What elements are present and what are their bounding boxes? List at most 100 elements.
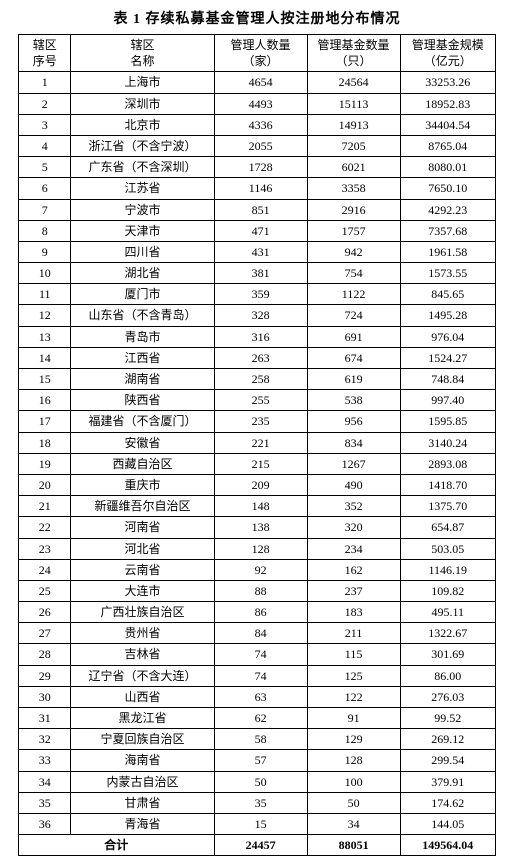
cell-aum: 7357.68 (400, 220, 495, 241)
cell-aum: 379.91 (400, 771, 495, 792)
cell-aum: 1418.70 (400, 474, 495, 495)
table-row: 36青海省1534144.05 (19, 813, 496, 834)
cell-funds: 942 (307, 241, 400, 262)
table-row: 11厦门市3591122845.65 (19, 284, 496, 305)
table-row: 35甘肃省3550174.62 (19, 792, 496, 813)
cell-managers: 851 (214, 199, 307, 220)
cell-funds: 122 (307, 686, 400, 707)
cell-seq: 10 (19, 263, 71, 284)
cell-name: 浙江省（不含宁波） (71, 135, 214, 156)
cell-funds: 34 (307, 813, 400, 834)
cell-managers: 2055 (214, 135, 307, 156)
cell-funds: 1267 (307, 453, 400, 474)
table-row: 17福建省（不含厦门）2359561595.85 (19, 411, 496, 432)
cell-name: 甘肃省 (71, 792, 214, 813)
cell-aum: 997.40 (400, 390, 495, 411)
cell-funds: 24564 (307, 72, 400, 93)
cell-name: 青岛市 (71, 326, 214, 347)
cell-name: 宁夏回族自治区 (71, 729, 214, 750)
cell-name: 北京市 (71, 114, 214, 135)
table-row: 14江西省2636741524.27 (19, 347, 496, 368)
table-row: 25大连市88237109.82 (19, 580, 496, 601)
table-row: 30山西省63122276.03 (19, 686, 496, 707)
cell-seq: 27 (19, 623, 71, 644)
cell-managers: 209 (214, 474, 307, 495)
cell-aum: 1375.70 (400, 496, 495, 517)
cell-managers: 86 (214, 602, 307, 623)
cell-aum: 276.03 (400, 686, 495, 707)
cell-managers: 138 (214, 517, 307, 538)
cell-funds: 490 (307, 474, 400, 495)
cell-funds: 128 (307, 750, 400, 771)
cell-managers: 235 (214, 411, 307, 432)
cell-aum: 976.04 (400, 326, 495, 347)
cell-funds: 956 (307, 411, 400, 432)
cell-seq: 24 (19, 559, 71, 580)
cell-aum: 301.69 (400, 644, 495, 665)
cell-funds: 3358 (307, 178, 400, 199)
cell-managers: 4654 (214, 72, 307, 93)
table-title: 表 1 存续私募基金管理人按注册地分布情况 (18, 8, 496, 28)
cell-seq: 28 (19, 644, 71, 665)
cell-aum: 109.82 (400, 580, 495, 601)
header-aum: 管理基金规模（亿元） (400, 35, 495, 72)
cell-funds: 115 (307, 644, 400, 665)
table-row: 28吉林省74115301.69 (19, 644, 496, 665)
cell-seq: 18 (19, 432, 71, 453)
cell-seq: 9 (19, 241, 71, 262)
cell-seq: 5 (19, 157, 71, 178)
table-row: 20重庆市2094901418.70 (19, 474, 496, 495)
cell-aum: 269.12 (400, 729, 495, 750)
cell-name: 天津市 (71, 220, 214, 241)
cell-seq: 19 (19, 453, 71, 474)
cell-managers: 58 (214, 729, 307, 750)
table-row: 19西藏自治区21512672893.08 (19, 453, 496, 474)
total-aum: 149564.04 (400, 835, 495, 856)
cell-seq: 21 (19, 496, 71, 517)
cell-funds: 538 (307, 390, 400, 411)
table-row: 1上海市46542456433253.26 (19, 72, 496, 93)
cell-name: 贵州省 (71, 623, 214, 644)
cell-name: 广西壮族自治区 (71, 602, 214, 623)
cell-seq: 13 (19, 326, 71, 347)
cell-name: 江苏省 (71, 178, 214, 199)
cell-seq: 14 (19, 347, 71, 368)
table-row: 2深圳市44931511318952.83 (19, 93, 496, 114)
cell-name: 河北省 (71, 538, 214, 559)
cell-name: 四川省 (71, 241, 214, 262)
cell-managers: 4493 (214, 93, 307, 114)
header-managers: 管理人数量（家） (214, 35, 307, 72)
cell-name: 重庆市 (71, 474, 214, 495)
cell-funds: 100 (307, 771, 400, 792)
cell-aum: 4292.23 (400, 199, 495, 220)
table-row: 15湖南省258619748.84 (19, 369, 496, 390)
cell-funds: 1757 (307, 220, 400, 241)
cell-funds: 237 (307, 580, 400, 601)
cell-managers: 215 (214, 453, 307, 474)
cell-seq: 33 (19, 750, 71, 771)
cell-seq: 3 (19, 114, 71, 135)
cell-seq: 2 (19, 93, 71, 114)
cell-managers: 57 (214, 750, 307, 771)
cell-managers: 50 (214, 771, 307, 792)
cell-managers: 74 (214, 665, 307, 686)
cell-managers: 62 (214, 708, 307, 729)
cell-seq: 36 (19, 813, 71, 834)
table-row: 27贵州省842111322.67 (19, 623, 496, 644)
cell-managers: 148 (214, 496, 307, 517)
cell-seq: 29 (19, 665, 71, 686)
cell-funds: 125 (307, 665, 400, 686)
cell-seq: 12 (19, 305, 71, 326)
header-row: 辖区序号 辖区名称 管理人数量（家） 管理基金数量（只） 管理基金规模（亿元） (19, 35, 496, 72)
cell-funds: 6021 (307, 157, 400, 178)
cell-managers: 74 (214, 644, 307, 665)
cell-aum: 8080.01 (400, 157, 495, 178)
cell-managers: 328 (214, 305, 307, 326)
table-row: 22河南省138320654.87 (19, 517, 496, 538)
cell-aum: 1573.55 (400, 263, 495, 284)
cell-aum: 503.05 (400, 538, 495, 559)
cell-name: 青海省 (71, 813, 214, 834)
table-row: 33海南省57128299.54 (19, 750, 496, 771)
cell-seq: 20 (19, 474, 71, 495)
cell-aum: 144.05 (400, 813, 495, 834)
